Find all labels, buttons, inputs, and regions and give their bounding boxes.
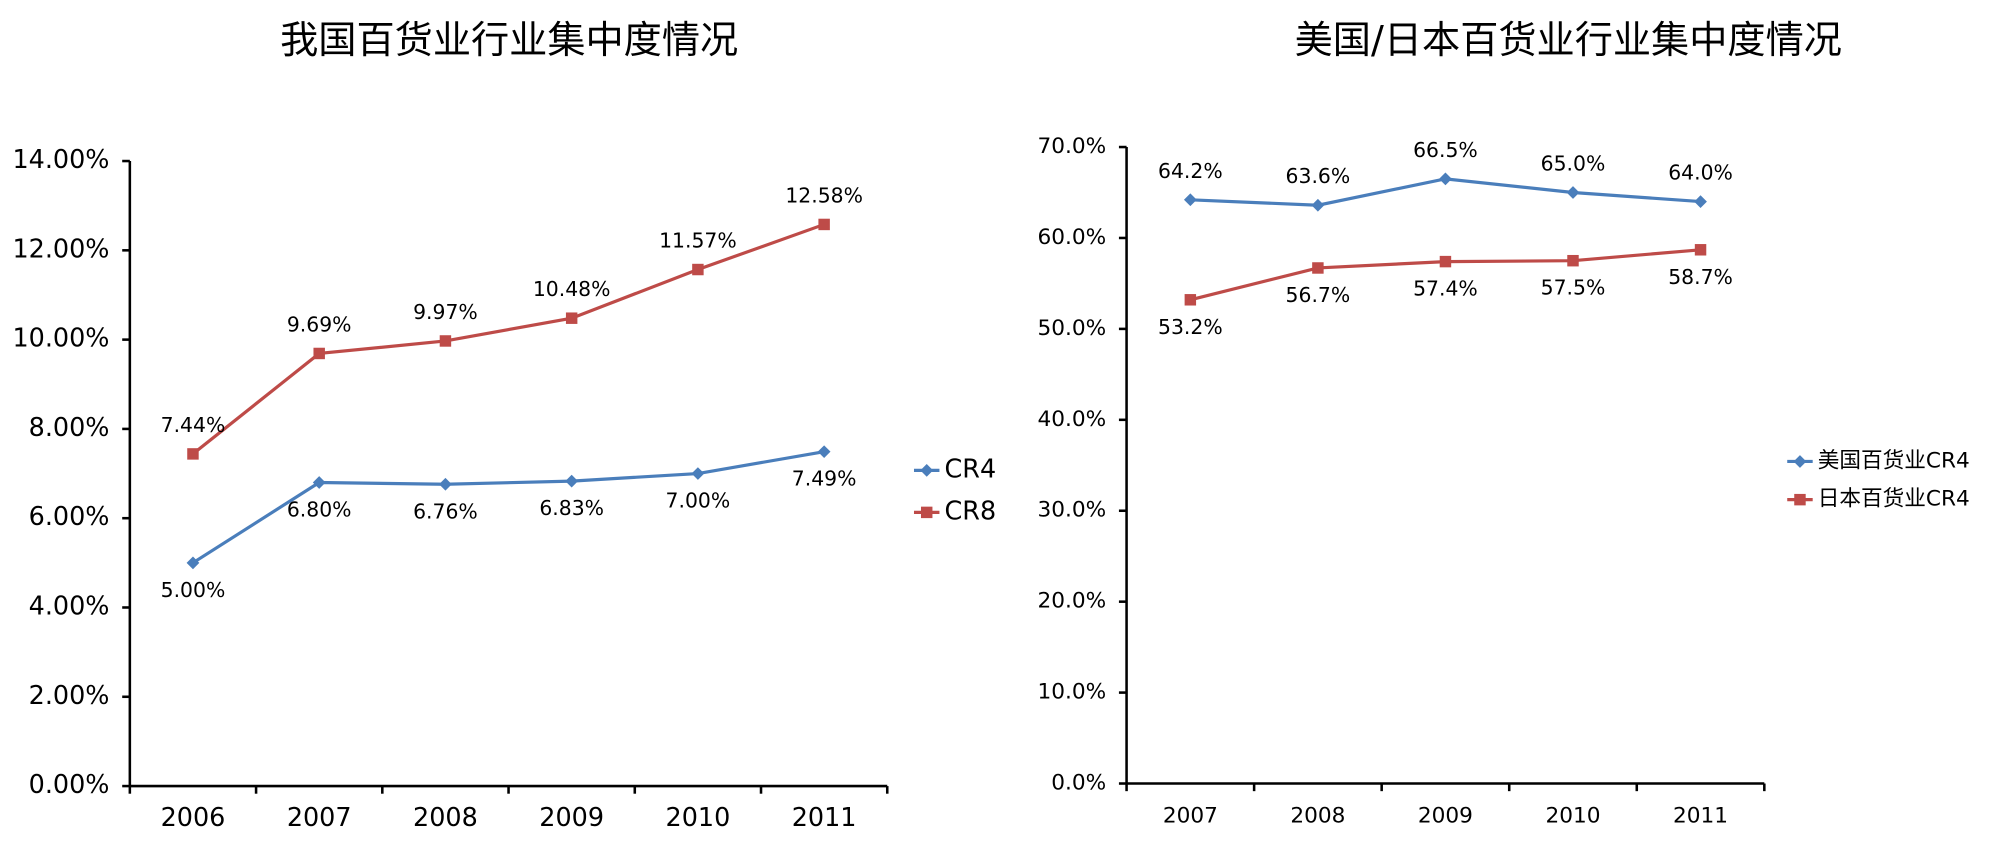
data-label: 6.83% [539,496,604,520]
legend-marker [920,464,934,477]
x-tick-label: 2009 [1418,804,1473,829]
data-label: 57.5% [1541,276,1606,300]
legend-label: CR4 [945,454,997,484]
x-tick-label: 2006 [161,803,226,833]
y-tick-label: 40.0% [1037,407,1106,432]
data-point [187,448,199,460]
y-tick-label: 6.00% [29,502,110,532]
data-point [312,476,326,489]
y-tick-label: 0.0% [1051,771,1106,796]
data-point [818,218,830,231]
x-tick-label: 2010 [1545,804,1600,829]
data-label: 64.0% [1668,161,1733,185]
data-label: 57.4% [1413,277,1478,301]
x-tick-label: 2008 [413,803,478,833]
data-label: 64.2% [1158,159,1223,183]
data-point [439,335,452,347]
data-point [1312,262,1324,274]
legend-marker [1794,493,1806,506]
data-point [692,263,704,276]
legend-marker [1793,455,1807,468]
data-label: 56.7% [1286,283,1351,307]
data-point [1439,255,1452,268]
x-tick-label: 2011 [792,803,857,833]
y-tick-label: 2.00% [29,681,110,711]
y-tick-label: 10.00% [12,324,109,354]
data-label: 9.69% [287,312,352,336]
data-point [1694,244,1707,256]
chart-title: 美国/日本百货业行业集中度情况 [1295,19,1842,63]
data-point [313,347,325,360]
legend-label: 日本百货业CR4 [1818,487,1970,512]
y-tick-label: 4.00% [29,591,110,621]
data-point [1566,186,1580,199]
chart-title: 我国百货业行业集中度情况 [280,19,738,63]
x-tick-label: 2007 [287,803,352,833]
data-label: 6.76% [413,499,478,523]
data-point [1311,198,1325,212]
y-tick-label: 60.0% [1037,225,1106,250]
data-label: 65.0% [1541,151,1606,175]
data-label: 6.80% [287,497,352,521]
x-tick-label: 2009 [539,803,604,833]
data-point [186,556,200,570]
series-line [191,222,825,456]
data-label: 7.49% [792,467,857,491]
data-label: 7.44% [161,413,226,437]
y-tick-label: 20.0% [1037,589,1106,614]
legend-marker [920,506,933,519]
x-tick-label: 2010 [666,803,731,833]
data-point [1439,172,1452,186]
y-tick-label: 70.0% [1037,134,1106,159]
data-label: 5.00% [161,578,226,602]
legend-label: CR8 [945,496,997,526]
data-point [1184,294,1197,306]
data-label: 58.7% [1668,265,1733,289]
data-point [817,445,831,459]
y-tick-label: 10.0% [1037,680,1106,705]
data-label: 10.48% [533,277,611,301]
y-tick-label: 12.00% [12,234,109,264]
data-point [691,467,705,480]
data-point [1567,254,1579,267]
y-tick-label: 50.0% [1037,316,1106,341]
y-tick-label: 8.00% [29,413,110,443]
x-tick-label: 2007 [1163,804,1218,829]
data-point [565,312,578,324]
data-label: 53.2% [1158,315,1223,339]
series-line [192,450,825,565]
data-label: 12.58% [785,183,863,207]
y-tick-label: 0.00% [29,770,110,800]
x-tick-label: 2011 [1673,804,1728,829]
y-tick-label: 14.00% [12,145,109,175]
data-label: 66.5% [1413,138,1478,162]
data-point [565,474,579,488]
data-point [1694,195,1707,208]
data-point [1183,193,1197,207]
data-label: 7.00% [666,489,731,513]
legend-label: 美国百货业CR4 [1818,448,1970,473]
data-label: 63.6% [1286,164,1351,188]
data-point [439,477,452,491]
data-label: 11.57% [659,229,737,253]
y-tick-label: 30.0% [1037,498,1106,523]
data-label: 9.97% [413,300,478,324]
x-tick-label: 2008 [1290,804,1345,829]
